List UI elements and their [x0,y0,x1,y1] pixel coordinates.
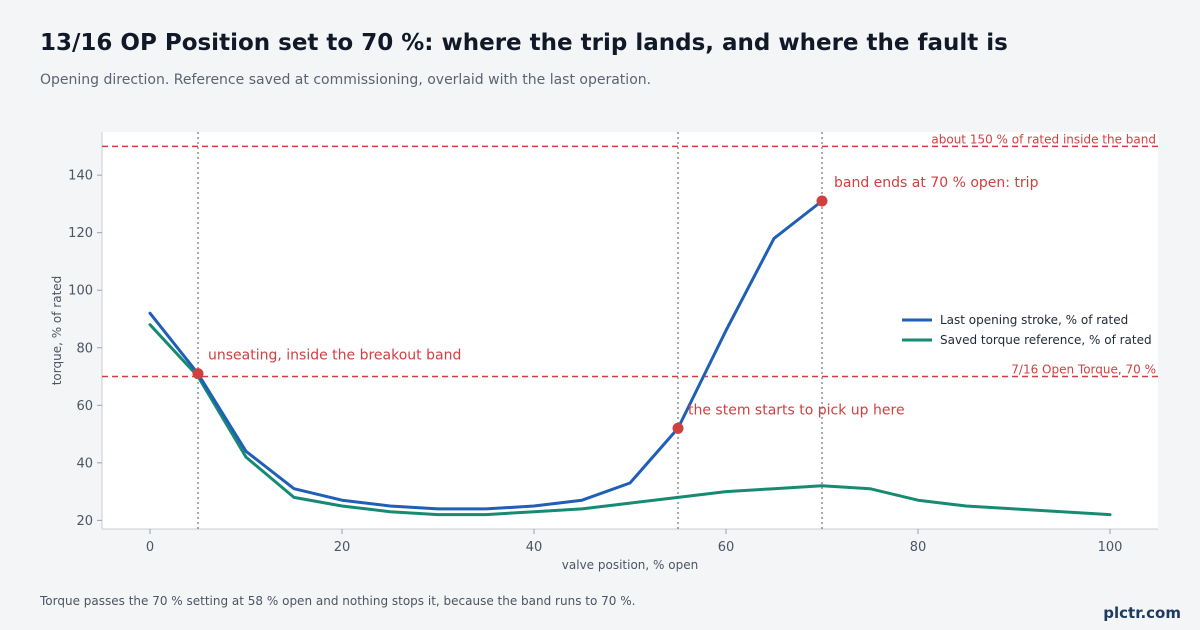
y-axis-label: torque, % of rated [50,276,64,386]
legend-label: Last opening stroke, % of rated [940,313,1128,327]
data-marker [672,422,684,434]
x-tick-label: 0 [146,540,154,555]
series-line [148,199,824,511]
y-tick-label: 40 [76,456,93,471]
y-tick-label: 60 [76,399,93,414]
series-line [148,323,1112,517]
data-marker [192,368,204,380]
x-tick-label: 60 [718,540,735,555]
legend-label: Saved torque reference, % of rated [940,333,1152,347]
chart-subtitle: Opening direction. Reference saved at co… [40,72,652,88]
annotation-label: band ends at 70 % open: trip [834,175,1039,191]
x-tick-label: 20 [334,540,351,555]
plot-area [102,132,1158,529]
footnote: Torque passes the 70 % setting at 58 % o… [40,594,636,608]
x-axis-label: valve position, % open [562,558,698,572]
y-tick-label: 80 [76,341,93,356]
y-tick-label: 100 [68,284,93,299]
reference-line-label: about 150 % of rated inside the band [931,132,1156,146]
y-tick-label: 140 [68,169,93,184]
x-tick-label: 100 [1098,540,1123,555]
reference-line-label: 7/16 Open Torque, 70 % [1011,363,1156,377]
annotation-label: unseating, inside the breakout band [208,348,461,364]
x-tick-label: 40 [526,540,543,555]
x-tick-label: 80 [910,540,927,555]
brand-logo[interactable]: plctr.com [1103,604,1181,622]
data-marker [816,195,828,207]
y-tick-label: 20 [76,514,93,529]
annotation-label: the stem starts to pick up here [688,402,905,418]
chart-title: 13/16 OP Position set to 70 %: where the… [40,30,1008,56]
y-tick-label: 120 [68,226,93,241]
